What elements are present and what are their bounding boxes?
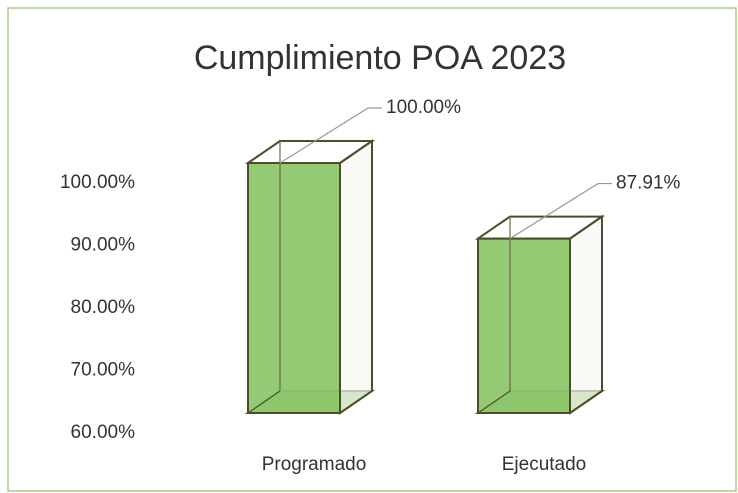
x-tick-label: Programado: [262, 454, 367, 475]
bar-face: [477, 390, 511, 414]
y-tick-label: 100.00%: [60, 172, 135, 193]
bar-face: [247, 390, 281, 414]
x-tick-label: Ejecutado: [502, 454, 587, 475]
bar-face: [477, 237, 571, 414]
leader-line: [509, 182, 612, 240]
data-label: 100.00%: [386, 97, 461, 118]
bar: [244, 139, 376, 415]
y-tick-label: 80.00%: [71, 297, 136, 318]
bar-face: [339, 139, 373, 415]
bar-face: [247, 162, 341, 414]
bar-face: [244, 140, 376, 164]
y-tick-label: 70.00%: [71, 360, 136, 381]
chart-title: Cumplimiento POA 2023: [194, 39, 566, 77]
bar: [474, 214, 606, 415]
y-tick-label: 60.00%: [71, 422, 136, 443]
bar-face: [474, 215, 606, 240]
bar-face: [569, 214, 603, 415]
leader-line: [279, 107, 382, 164]
y-tick-label: 90.00%: [71, 235, 136, 256]
data-label: 87.91%: [616, 173, 681, 194]
